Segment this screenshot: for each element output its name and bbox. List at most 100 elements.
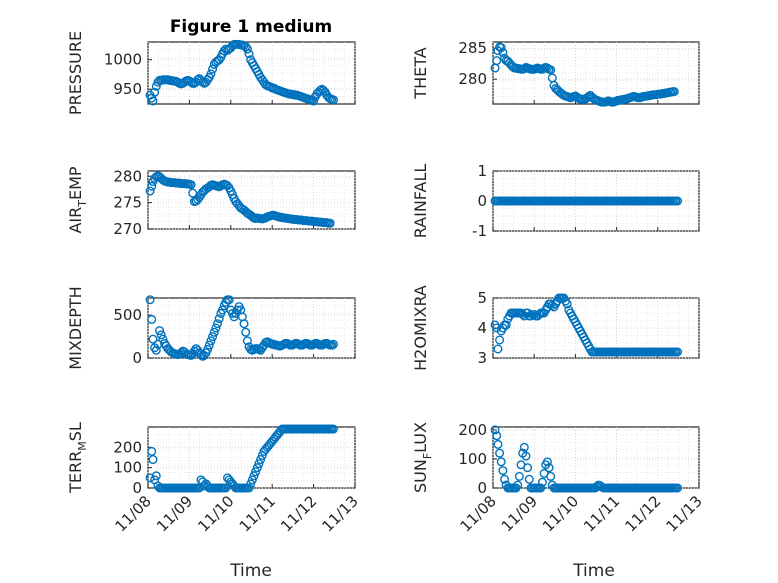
- x-tick-label: 11/08: [112, 492, 155, 535]
- data-point: [493, 344, 503, 354]
- data-point: [513, 480, 523, 490]
- data-point: [186, 180, 196, 190]
- y-tick-label: 100: [113, 459, 142, 477]
- data-point: [328, 424, 338, 434]
- data-point: [148, 334, 158, 344]
- data-point: [214, 314, 224, 324]
- data-point: [673, 483, 683, 493]
- x-axis-label-left: Time: [229, 561, 272, 581]
- data-point: [208, 332, 218, 342]
- data-point: [224, 295, 234, 305]
- y-axis-label: AIRTEMP: [66, 166, 89, 233]
- data-point: [151, 471, 161, 481]
- data-point: [244, 483, 254, 493]
- data-point: [153, 339, 163, 349]
- x-tick-label: 11/08: [457, 492, 500, 535]
- data-point: [519, 442, 529, 452]
- y-axis-label: PRESSURE: [66, 31, 85, 115]
- x-tick-label: 11/09: [153, 492, 196, 535]
- x-tick-label: 11/09: [498, 492, 541, 535]
- x-tick-label: 11/12: [277, 492, 320, 535]
- data-point: [145, 295, 155, 305]
- data-point: [241, 42, 251, 52]
- data-point: [145, 186, 155, 196]
- data-point: [309, 96, 319, 106]
- data-point: [193, 75, 203, 85]
- y-tick-label: 4: [477, 319, 487, 337]
- data-point: [542, 457, 552, 467]
- y-tick-label: 950: [113, 80, 142, 98]
- y-tick-label: 0: [132, 349, 142, 367]
- data-point: [247, 475, 257, 485]
- x-tick-label: 11/13: [663, 492, 706, 535]
- data-point: [158, 334, 168, 344]
- data-point: [239, 319, 249, 329]
- data-point: [673, 347, 683, 357]
- y-axis-label: H2OMIXRA: [411, 285, 430, 371]
- y-tick-label: 200: [458, 421, 487, 439]
- y-tick-label: 280: [113, 167, 142, 185]
- y-tick-label: 1: [477, 162, 487, 180]
- data-point: [198, 77, 208, 87]
- y-axis-label: RAINFALL: [411, 164, 430, 239]
- data-point: [328, 339, 338, 349]
- data-point: [536, 483, 546, 493]
- data-point: [501, 320, 511, 330]
- y-axis-label: TERRMSL: [66, 422, 89, 494]
- data-point: [325, 218, 335, 228]
- data-point: [493, 439, 503, 449]
- x-tick-label: 11/13: [319, 492, 362, 535]
- subplot-7: 0 100 200 TERRMSL 11/0811/0911/1011/1111/121…: [66, 422, 362, 535]
- data-point: [315, 85, 325, 95]
- data-point: [496, 43, 506, 53]
- data-point: [151, 345, 161, 355]
- x-tick-label: 11/10: [194, 492, 237, 535]
- data-point: [148, 96, 158, 106]
- subplot-1: 950 1000 PRESSURE: [66, 31, 356, 115]
- data-point: [203, 344, 213, 354]
- data-point: [496, 457, 506, 467]
- data-point: [213, 319, 223, 329]
- data-point: [221, 483, 231, 493]
- y-tick-label: 200: [113, 438, 142, 456]
- subplot-6: 3 4 5 H2OMIXRA: [411, 285, 700, 371]
- data-point: [150, 87, 160, 97]
- data-point: [221, 44, 231, 54]
- data-point: [206, 69, 216, 79]
- subplot-3: 270 275 280 AIRTEMP: [66, 166, 356, 238]
- data-point: [498, 48, 508, 58]
- data-point: [492, 56, 502, 66]
- y-tick-label: 1000: [104, 51, 142, 69]
- y-tick-label: 3: [477, 349, 487, 367]
- data-point: [495, 448, 505, 458]
- subplot-5: 0 500 MIXDEPTH: [66, 286, 356, 370]
- data-point: [492, 323, 502, 333]
- data-point: [524, 474, 534, 484]
- y-tick-label: 0: [132, 479, 142, 497]
- data-point: [523, 463, 533, 473]
- data-point: [251, 467, 261, 477]
- data-point: [211, 323, 221, 333]
- x-tick-label: 11/12: [621, 492, 664, 535]
- y-tick-label: 280: [458, 70, 487, 88]
- data-point: [208, 64, 218, 74]
- data-point: [514, 471, 524, 481]
- subplot-2: 280 285 THETA: [411, 39, 700, 107]
- data-point: [147, 446, 157, 456]
- y-tick-label: 285: [458, 39, 487, 57]
- data-point: [246, 479, 256, 489]
- data-point: [492, 431, 502, 441]
- data-point: [256, 455, 266, 465]
- data-point: [147, 181, 157, 191]
- data-point: [244, 49, 254, 59]
- data-point: [562, 299, 572, 309]
- data-point: [249, 471, 259, 481]
- y-tick-label: 270: [113, 220, 142, 238]
- y-tick-label: 500: [113, 306, 142, 324]
- data-point: [254, 459, 264, 469]
- y-tick-label: 275: [113, 194, 142, 212]
- y-tick-label: 100: [458, 450, 487, 468]
- data-point: [156, 330, 166, 340]
- subplot-4: -1 0 1 RAINFALL: [411, 162, 700, 240]
- y-axis-label: MIXDEPTH: [66, 286, 85, 369]
